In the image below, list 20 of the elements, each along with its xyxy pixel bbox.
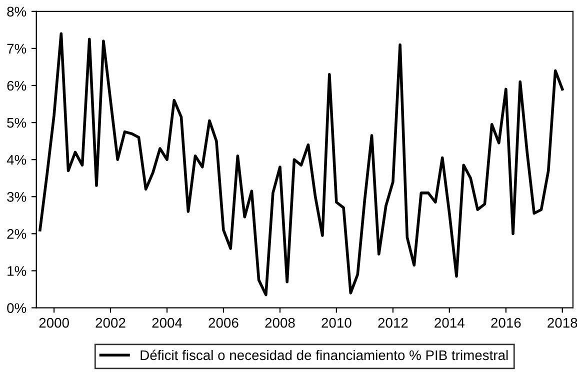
y-tick-label: 4%: [6, 154, 26, 165]
y-tick-label: 2%: [7, 229, 26, 239]
x-tick-label: 2014: [434, 318, 464, 328]
x-tick-label: 2002: [96, 318, 126, 328]
y-tick-label: 6%: [7, 80, 26, 91]
y-tick-label: 1%: [8, 266, 26, 276]
y-tick-label: 7%: [7, 44, 26, 54]
x-tick-label: 2016: [491, 318, 521, 328]
x-tick-label: 2010: [322, 318, 352, 328]
x-tick-label: 2018: [548, 318, 577, 328]
y-tick-label: 8%: [7, 6, 26, 17]
y-tick-label: 0%: [7, 303, 26, 313]
x-tick-label: 2008: [265, 318, 295, 328]
x-tick-label: 2000: [39, 318, 69, 328]
legend-label: Déficit fiscal o necesidad de financiamiento % PIB trimestral: [140, 350, 508, 360]
x-tick-label: 2012: [378, 318, 408, 328]
y-tick-label: 5%: [7, 118, 26, 128]
y-tick-label: 3%: [7, 192, 26, 202]
x-tick-label: 2006: [208, 318, 238, 328]
x-tick-label: 2004: [152, 318, 182, 328]
